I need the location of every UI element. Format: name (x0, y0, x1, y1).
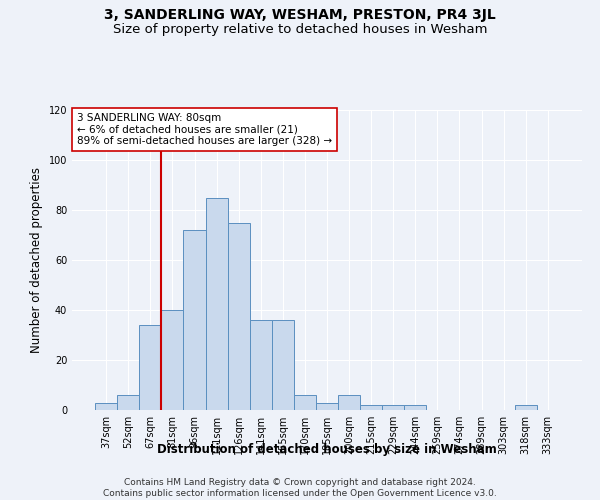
Bar (117, 395, 139, 410)
Text: Distribution of detached houses by size in Wesham: Distribution of detached houses by size … (157, 442, 497, 456)
Bar (250, 320, 272, 410)
Y-axis label: Number of detached properties: Number of detached properties (30, 167, 43, 353)
Text: 3 SANDERLING WAY: 80sqm
← 6% of detached houses are smaller (21)
89% of semi-det: 3 SANDERLING WAY: 80sqm ← 6% of detached… (77, 113, 332, 146)
Bar (95, 402, 117, 410)
Text: Size of property relative to detached houses in Wesham: Size of property relative to detached ho… (113, 22, 487, 36)
Text: Contains HM Land Registry data © Crown copyright and database right 2024.
Contai: Contains HM Land Registry data © Crown c… (103, 478, 497, 498)
Bar (206, 198, 227, 410)
Bar (404, 405, 427, 410)
Bar (227, 222, 250, 410)
Bar (161, 310, 184, 410)
Bar (294, 395, 316, 410)
Bar (338, 395, 360, 410)
Bar (316, 402, 338, 410)
Bar (360, 405, 382, 410)
Text: 3, SANDERLING WAY, WESHAM, PRESTON, PR4 3JL: 3, SANDERLING WAY, WESHAM, PRESTON, PR4 … (104, 8, 496, 22)
Bar (272, 320, 294, 410)
Bar (139, 325, 161, 410)
Bar (515, 405, 537, 410)
Bar (382, 405, 404, 410)
Bar (184, 230, 206, 410)
